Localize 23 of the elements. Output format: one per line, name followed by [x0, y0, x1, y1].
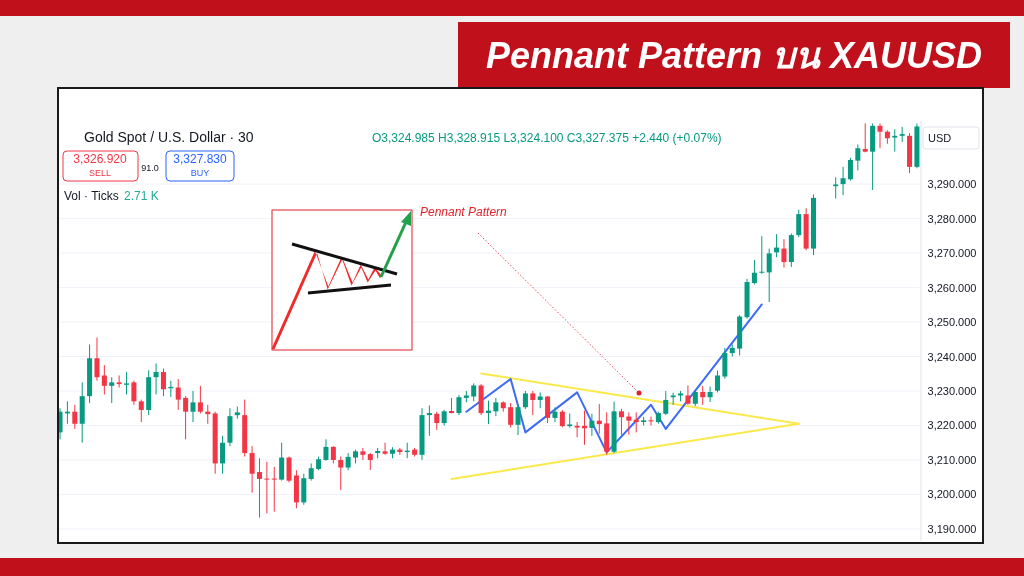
y-tick-label: 3,250.000: [927, 316, 977, 329]
y-axis-title: USD: [928, 132, 952, 144]
y-tick-label: 3,210.000: [927, 453, 977, 466]
annotation: 2.71 K: [124, 189, 159, 203]
y-tick-label: 3,280.000: [927, 212, 977, 225]
annotation: SELL: [88, 168, 112, 178]
y-tick-label: 3,200.000: [927, 488, 977, 501]
annotation: Vol · Ticks: [64, 189, 119, 203]
annotation: Pennant Pattern: [420, 205, 508, 219]
y-tick-label: 3,270.000: [927, 247, 977, 260]
text: Gold Spot / U.S. Dollar · 30: [84, 129, 254, 145]
y-tick-label: 3,260.000: [927, 281, 977, 294]
chart-title: Pennant Pattern บน XAUUSD: [485, 35, 983, 76]
annotation: BUY: [190, 168, 210, 178]
y-tick-label: 3,290.000: [927, 178, 977, 191]
annotation: 3,326.920: [73, 152, 128, 166]
y-tick-label: 3,190.000: [927, 522, 977, 535]
annotation: O3,324.985 H3,328.915 L3,324.100 C3,327.375 +2.440 (+0.07%): [372, 131, 722, 145]
annotation: 3,327.830: [173, 152, 228, 166]
y-tick-label: 3,220.000: [927, 419, 977, 432]
y-tick-label: 3,230.000: [927, 385, 977, 397]
y-tick-label: 3,240.000: [927, 350, 977, 363]
annotation: 91.0: [141, 163, 159, 173]
